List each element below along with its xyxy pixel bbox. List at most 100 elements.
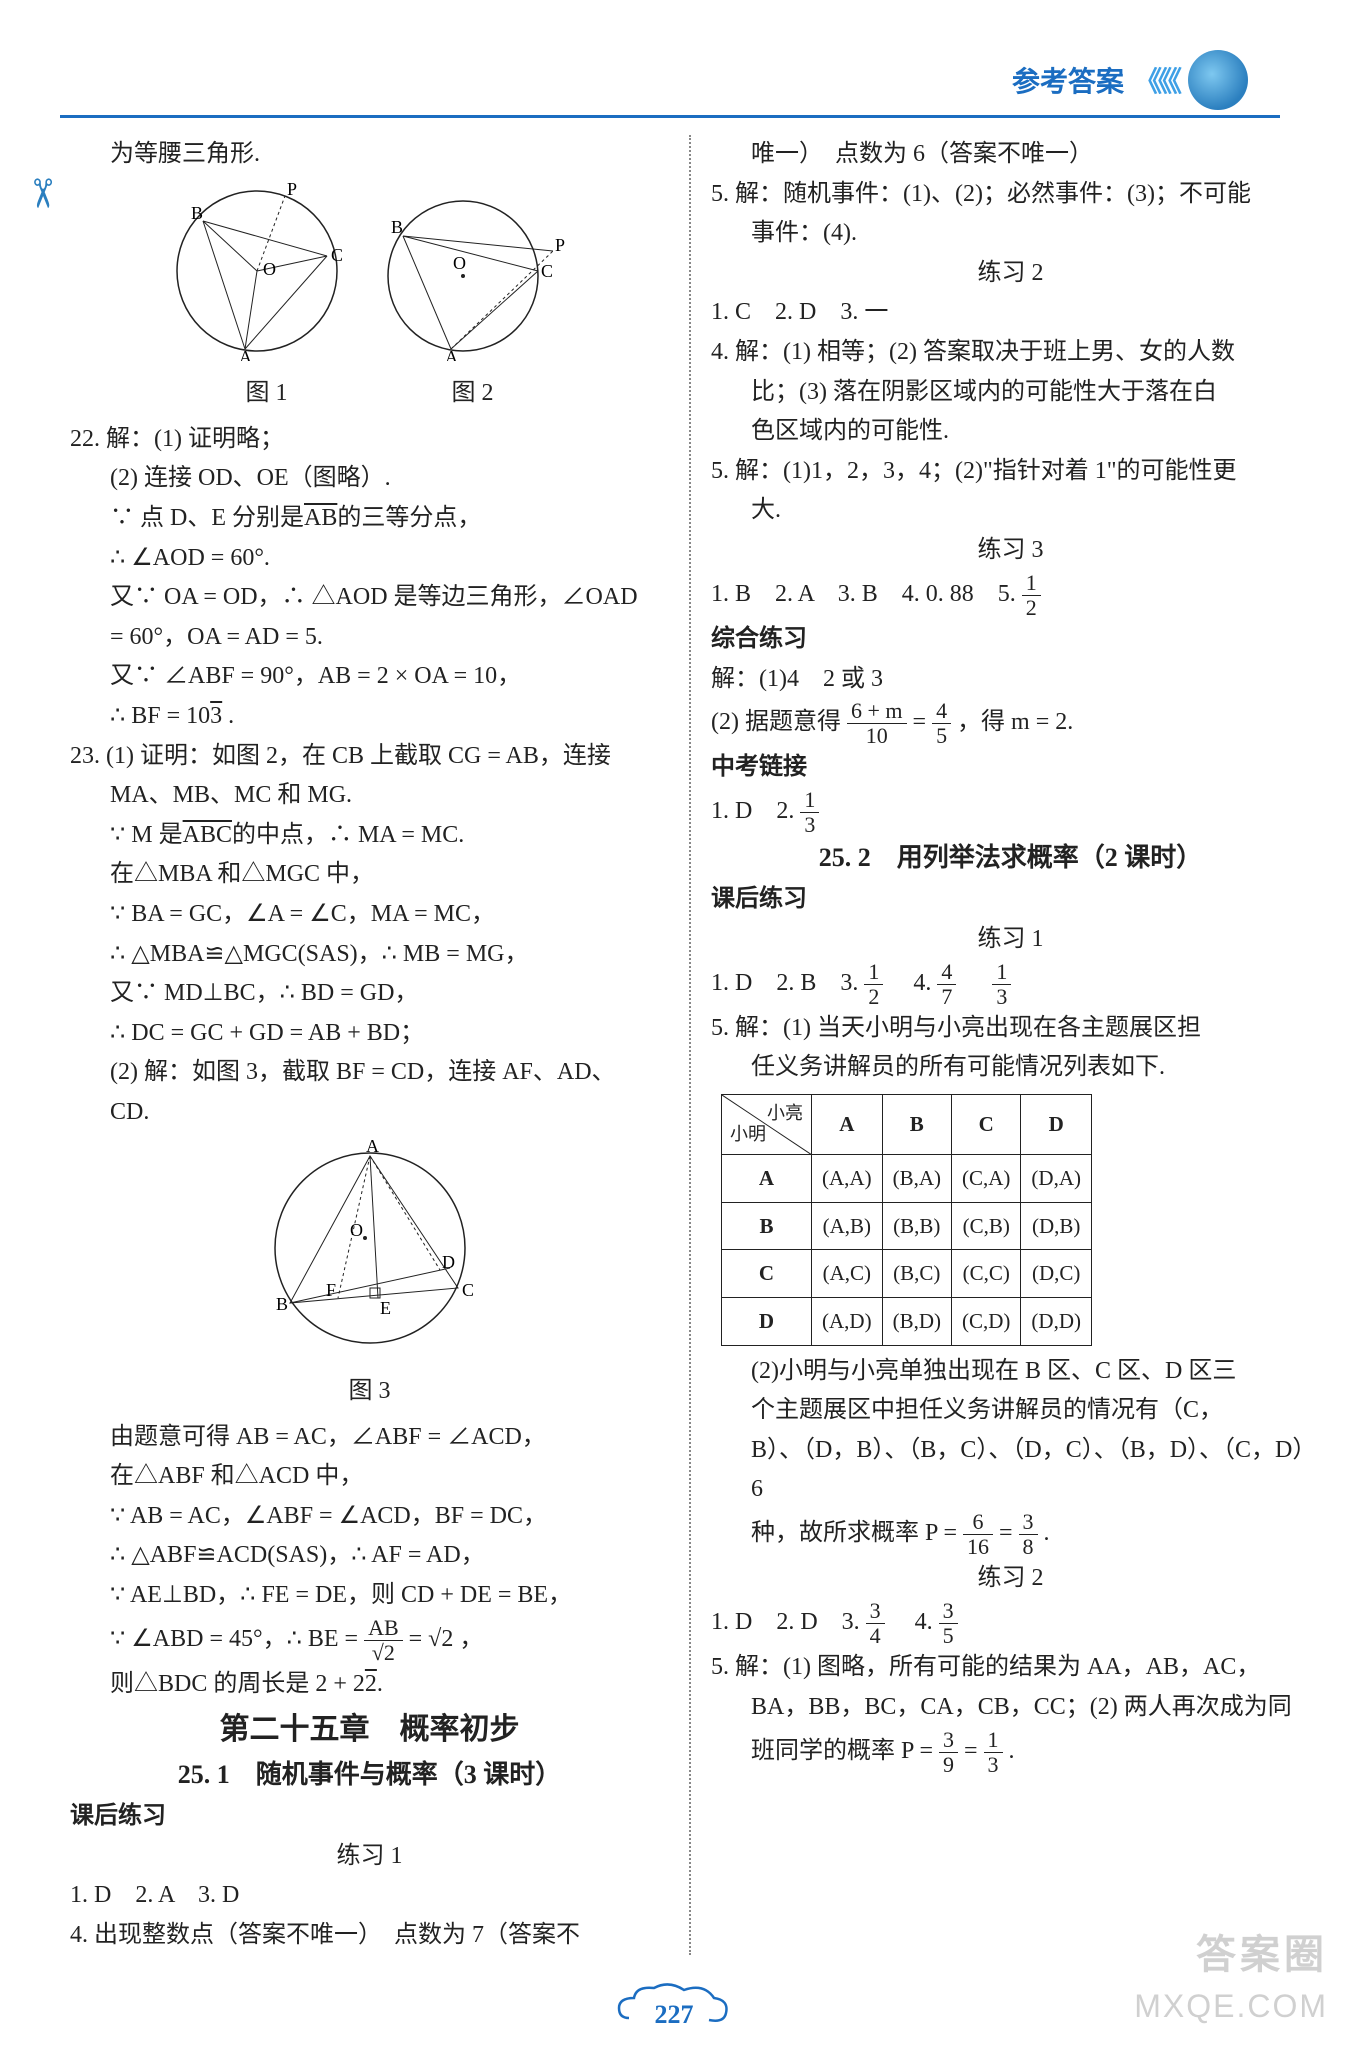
text-line: 22. 解：(1) 证明略；: [70, 420, 669, 460]
svg-text:P: P: [287, 181, 297, 199]
subheading: 练习 1: [711, 920, 1310, 960]
table-row: D (A,D) (B,D) (C,D) (D,D): [722, 1298, 1092, 1346]
text-line: (2) 连接 OD、OE（图略）.: [70, 459, 669, 499]
watermark-url: MXQE.COM: [1134, 1988, 1328, 2025]
svg-text:C: C: [541, 261, 553, 281]
svg-text:D: D: [442, 1252, 455, 1272]
text-span: 1. D 2.: [711, 798, 800, 824]
table-cell: (D,C): [1021, 1250, 1092, 1298]
text-line: ∴ △MBA≌△MGC(SAS)，∴ MB = MG，: [70, 935, 669, 975]
column-divider: [689, 135, 691, 1955]
table-cell: (A,A): [812, 1155, 883, 1203]
table-row-header: B: [722, 1202, 812, 1250]
text-line: 又∵ MD⊥BC，∴ BD = GD，: [70, 974, 669, 1014]
table-cell: (B,B): [882, 1202, 951, 1250]
svg-text:B: B: [276, 1294, 288, 1314]
svg-text:O: O: [350, 1220, 363, 1240]
text-line: MA、MB、MC 和 MG.: [70, 776, 669, 816]
fraction: 35: [939, 1599, 958, 1648]
text-line: 班同学的概率 P = 39 = 13 .: [711, 1728, 1310, 1777]
fraction: 13: [984, 1728, 1003, 1777]
text-span: =: [913, 709, 933, 735]
text-line: 4. 出现整数点（答案不唯一） 点数为 7（答案不: [70, 1916, 669, 1956]
svg-text:B: B: [191, 203, 203, 223]
text-span: 4.: [891, 1609, 939, 1635]
svg-text:P: P: [555, 235, 565, 255]
fraction: 12: [864, 960, 883, 1009]
table-cell: (C,C): [952, 1250, 1021, 1298]
text-line: CD.: [70, 1093, 669, 1133]
text-span: [962, 970, 986, 996]
table-cell: (D,B): [1021, 1202, 1092, 1250]
text-line: 又∵ ∠ABF = 90°，AB = 2 × OA = 10，: [70, 657, 669, 697]
subheading: 练习 3: [711, 531, 1310, 571]
text-line: (2) 据题意得 6 + m10 = 45 ，得 m = 2.: [711, 699, 1310, 748]
section-title: 25. 2 用列举法求概率（2 课时）: [711, 837, 1310, 880]
table-cell: (D,A): [1021, 1155, 1092, 1203]
text-span: =: [964, 1738, 984, 1764]
fraction: 38: [1019, 1510, 1038, 1559]
text-line: 解：(1)4 2 或 3: [711, 660, 1310, 700]
text-line: ∴ DC = GC + GD = AB + BD；: [70, 1014, 669, 1054]
text-line: (2)小明与小亮单独出现在 B 区、C 区、D 区三: [711, 1352, 1310, 1392]
text-span: =: [999, 1520, 1019, 1546]
table-row-header: D: [722, 1298, 812, 1346]
text-line: 1. D 2. B 3. 12 4. 47 13: [711, 960, 1310, 1009]
scissor-icon: ✂: [18, 177, 65, 211]
svg-text:C: C: [331, 245, 343, 265]
text-line: 个主题展区中担任义务讲解员的情况有（C，: [711, 1391, 1310, 1431]
table-cell: (A,B): [812, 1202, 883, 1250]
probability-table: 小亮 小明 A B C D A (A,A) (B,A) (C,A) (D,A) …: [721, 1094, 1092, 1346]
text-line: 在△MBA 和△MGC 中，: [70, 855, 669, 895]
table-row-header: A: [722, 1155, 812, 1203]
subheading: 课后练习: [711, 880, 1310, 920]
fraction: 47: [937, 960, 956, 1009]
text-span: ∵ ∠ABD = 45°，∴ BE =: [110, 1626, 364, 1652]
table-cell: (A,C): [812, 1250, 883, 1298]
svg-text:B: B: [391, 217, 403, 237]
text-line: ∴ △ABF≌ACD(SAS)，∴ AF = AD，: [70, 1536, 669, 1576]
fraction: 12: [1022, 571, 1041, 620]
svg-text:A: A: [239, 347, 252, 361]
chapter-title: 第二十五章 概率初步: [70, 1705, 669, 1755]
fraction: 616: [963, 1510, 993, 1559]
text-line: 则△BDC 的周长是 2 + 22.: [70, 1665, 669, 1705]
text-line: 4. 解：(1) 相等；(2) 答案取决于班上男、女的人数: [711, 333, 1310, 373]
text-line: ∴ ∠AOD = 60°.: [70, 539, 669, 579]
right-column: 唯一） 点数为 6（答案不唯一） 5. 解：随机事件：(1)、(2)；必然事件：…: [711, 135, 1310, 1955]
subheading: 中考链接: [711, 748, 1310, 788]
subheading: 课后练习: [70, 1797, 669, 1837]
chevron-icon: 《《《: [1134, 60, 1178, 100]
table-cell: (A,D): [812, 1298, 883, 1346]
text-line: 由题意可得 AB = AC，∠ABF = ∠ACD，: [70, 1418, 669, 1458]
svg-text:C: C: [462, 1280, 474, 1300]
diag-top: 小亮: [767, 1099, 803, 1129]
fig3-label: 图 3: [70, 1372, 669, 1412]
subheading: 练习 2: [711, 1559, 1310, 1599]
text-line: 1. D 2. A 3. D: [70, 1876, 669, 1916]
table-cell: (C,B): [952, 1202, 1021, 1250]
text-span: 1. B 2. A 3. B 4. 0. 88 5.: [711, 581, 1022, 607]
table-col-header: B: [882, 1095, 951, 1155]
fraction: 45: [932, 699, 951, 748]
fraction: 13: [992, 960, 1011, 1009]
text-line: ∵ 点 D、E 分别是AB的三等分点，: [70, 499, 669, 539]
text-line: 在△ABF 和△ACD 中，: [70, 1457, 669, 1497]
text-span: 班同学的概率 P =: [751, 1738, 939, 1764]
text-line: 5. 解：(1)1，2，3，4；(2)"指针对着 1"的可能性更: [711, 452, 1310, 492]
header-globe-icon: [1188, 50, 1248, 110]
table-row: A (A,A) (B,A) (C,A) (D,A): [722, 1155, 1092, 1203]
left-column: 为等腰三角形. B C A O P: [70, 135, 669, 1955]
text-span: 种，故所求概率 P =: [751, 1520, 963, 1546]
subheading: 综合练习: [711, 620, 1310, 660]
page-number: 227: [655, 2000, 694, 2030]
fraction: AB√2: [364, 1616, 403, 1665]
table-row: B (A,B) (B,B) (C,B) (D,B): [722, 1202, 1092, 1250]
table-cell: (C,D): [952, 1298, 1021, 1346]
page-header: 参考答案 《《《: [1012, 50, 1248, 110]
text-span: 1. D 2. D 3.: [711, 1609, 866, 1635]
subheading: 练习 1: [70, 1837, 669, 1877]
svg-text:A: A: [445, 347, 458, 361]
text-line: 为等腰三角形.: [70, 135, 669, 175]
text-line: 1. B 2. A 3. B 4. 0. 88 5. 12: [711, 571, 1310, 620]
